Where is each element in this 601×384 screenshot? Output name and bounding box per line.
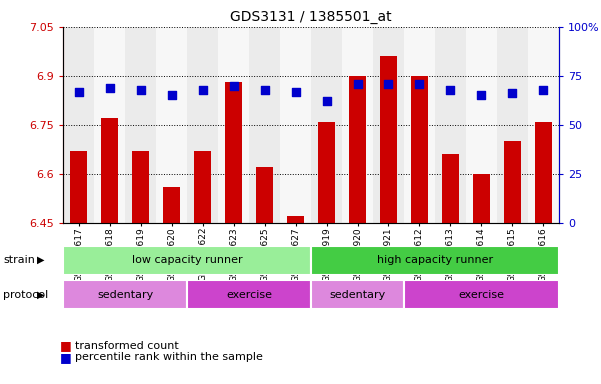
Bar: [280, 27, 311, 223]
Bar: [187, 27, 218, 223]
Text: percentile rank within the sample: percentile rank within the sample: [75, 352, 263, 362]
Text: ▶: ▶: [37, 255, 44, 265]
Point: [291, 88, 300, 94]
Bar: [311, 246, 559, 275]
Bar: [156, 27, 187, 223]
Point: [229, 83, 239, 89]
Point: [105, 84, 114, 91]
Point: [353, 81, 362, 87]
Bar: [70, 151, 87, 223]
Text: transformed count: transformed count: [75, 341, 179, 351]
Point: [260, 86, 269, 93]
Bar: [194, 151, 211, 223]
Title: GDS3131 / 1385501_at: GDS3131 / 1385501_at: [230, 10, 392, 25]
Point: [322, 98, 331, 104]
Bar: [311, 27, 342, 223]
Bar: [528, 27, 559, 223]
Bar: [63, 246, 311, 275]
Bar: [435, 27, 466, 223]
Bar: [311, 280, 404, 309]
Point: [166, 92, 176, 98]
Bar: [187, 280, 311, 309]
Bar: [249, 27, 280, 223]
Text: protocol: protocol: [3, 290, 48, 300]
Bar: [287, 216, 304, 223]
Text: low capacity runner: low capacity runner: [132, 255, 242, 265]
Point: [383, 81, 393, 87]
Bar: [404, 280, 559, 309]
Text: ■: ■: [60, 351, 72, 364]
Bar: [101, 118, 118, 223]
Text: strain: strain: [3, 255, 35, 265]
Bar: [466, 27, 497, 223]
Text: sedentary: sedentary: [329, 290, 386, 300]
Bar: [256, 167, 273, 223]
Bar: [63, 280, 187, 309]
Bar: [218, 27, 249, 223]
Bar: [404, 27, 435, 223]
Text: ■: ■: [60, 339, 72, 352]
Bar: [94, 27, 125, 223]
Bar: [473, 174, 490, 223]
Point: [508, 90, 517, 96]
Bar: [63, 27, 94, 223]
Text: sedentary: sedentary: [97, 290, 153, 300]
Bar: [349, 76, 366, 223]
Point: [538, 86, 548, 93]
Bar: [442, 154, 459, 223]
Bar: [373, 27, 404, 223]
Bar: [125, 27, 156, 223]
Text: exercise: exercise: [226, 290, 272, 300]
Text: high capacity runner: high capacity runner: [377, 255, 493, 265]
Point: [415, 81, 424, 87]
Point: [198, 86, 207, 93]
Bar: [163, 187, 180, 223]
Bar: [225, 83, 242, 223]
Point: [74, 88, 84, 94]
Bar: [535, 122, 552, 223]
Bar: [132, 151, 149, 223]
Bar: [504, 141, 521, 223]
Bar: [318, 122, 335, 223]
Bar: [411, 76, 428, 223]
Text: ▶: ▶: [37, 290, 44, 300]
Point: [446, 86, 456, 93]
Bar: [497, 27, 528, 223]
Point: [477, 92, 486, 98]
Point: [136, 86, 145, 93]
Bar: [342, 27, 373, 223]
Bar: [380, 56, 397, 223]
Text: exercise: exercise: [459, 290, 504, 300]
